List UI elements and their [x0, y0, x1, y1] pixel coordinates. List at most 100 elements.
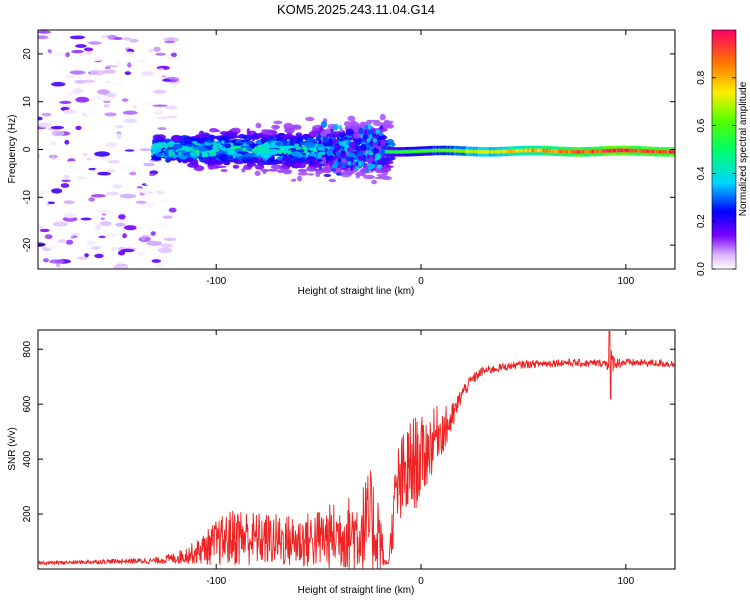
- heatmap-cell: [283, 122, 294, 130]
- heatmap-cell: [347, 152, 356, 157]
- bottom-y-axis-label: SNR (v/v): [7, 427, 18, 470]
- x-tick-label: -100: [206, 576, 226, 587]
- top-y-ticks: -20 -10 0 10 20: [22, 48, 675, 252]
- heatmap-cell: [316, 143, 324, 148]
- heatmap-cell: [64, 139, 70, 145]
- heatmap-cell: [167, 56, 175, 59]
- heatmap-cell: [49, 259, 65, 264]
- bottom-y-ticks: 200 400 600 800: [22, 340, 675, 522]
- heatmap-cell: [69, 167, 84, 172]
- heatmap-cell: [85, 240, 96, 246]
- heatmap-cell: [38, 143, 43, 146]
- heatmap-cell: [91, 246, 101, 250]
- heatmap-cell: [83, 79, 95, 84]
- heatmap-cell: [252, 148, 257, 153]
- heatmap-cell: [305, 151, 309, 158]
- heatmap-cell: [283, 160, 295, 167]
- heatmap-cell: [212, 141, 218, 148]
- heatmap-cell: [170, 135, 182, 142]
- heatmap-cell: [136, 150, 147, 154]
- heatmap-cell: [67, 62, 72, 69]
- heatmap-cell: [205, 161, 217, 165]
- heatmap-cell: [80, 217, 92, 221]
- heatmap-cell: [354, 172, 366, 176]
- heatmap-cell: [358, 128, 364, 135]
- heatmap-cell: [150, 231, 156, 236]
- heatmap-cell: [60, 183, 70, 188]
- heatmap-cell: [53, 52, 70, 57]
- top-x-ticks: -100 0 100: [206, 30, 635, 287]
- heatmap-cell: [156, 218, 164, 224]
- heatmap-cell: [365, 169, 369, 173]
- heatmap-cell: [332, 123, 339, 131]
- heatmap-cell: [381, 123, 388, 128]
- heatmap-cell: [249, 143, 259, 147]
- heatmap-cell: [379, 113, 386, 121]
- heatmap-cell: [275, 141, 282, 146]
- heatmap-cell: [101, 96, 115, 102]
- y-tick-label: 400: [22, 450, 33, 467]
- heatmap-cell: [275, 160, 283, 164]
- heatmap-cell: [379, 148, 387, 156]
- heatmap-cell: [308, 132, 319, 137]
- heatmap-cell: [261, 136, 268, 142]
- heatmap-cell: [152, 264, 165, 268]
- heatmap-cell: [167, 115, 178, 119]
- heatmap-cell: [224, 143, 231, 149]
- heatmap-cell: [169, 140, 174, 145]
- heatmap-cell: [201, 151, 208, 157]
- heatmap-cell: [88, 57, 103, 62]
- heatmap-cell: [309, 161, 318, 166]
- heatmap-cell: [94, 151, 111, 157]
- heatmap-cell: [95, 224, 101, 230]
- heatmap-cell: [257, 160, 266, 166]
- colorbar-tick-label: 0.0: [696, 262, 707, 276]
- heatmap-cell: [123, 225, 137, 231]
- snr-panel: -100 0 100 200 400 600 800 Height of straight…: [7, 329, 676, 596]
- y-tick-label: -20: [22, 237, 33, 252]
- heatmap-cell: [378, 145, 383, 149]
- heatmap-cell: [116, 261, 125, 265]
- heatmap-cell: [152, 104, 168, 107]
- heatmap-cell: [279, 146, 283, 152]
- heatmap-cell: [124, 71, 131, 75]
- heatmap-cell: [99, 220, 112, 227]
- heatmap-cell: [369, 135, 373, 139]
- heatmap-cell: [104, 66, 111, 70]
- heatmap-cell: [155, 109, 163, 116]
- colorbar: 0.0 0.2 0.4 0.6 0.8 Normalized spectral ampl…: [696, 29, 749, 276]
- heatmap-cell: [204, 156, 216, 160]
- heatmap-cell: [223, 140, 233, 143]
- heatmap-cell: [329, 131, 333, 139]
- colorbar-gradient: [711, 29, 737, 270]
- heatmap-cell: [40, 139, 45, 143]
- heatmap-cell: [261, 129, 271, 132]
- heatmap-cell: [308, 173, 315, 176]
- heatmap-cell: [83, 47, 94, 52]
- heatmap-cell: [139, 148, 151, 152]
- x-tick-label: 100: [617, 276, 634, 287]
- heatmap-cell: [245, 158, 253, 163]
- heatmap-cell: [365, 150, 369, 154]
- heatmap-cell: [319, 131, 328, 137]
- heatmap-cell: [381, 165, 392, 173]
- heatmap-cell: [43, 251, 49, 256]
- heatmap-cell: [222, 159, 230, 166]
- heatmap-cell: [75, 44, 87, 48]
- heatmap-cell: [140, 190, 150, 195]
- heatmap-cell: [83, 110, 97, 116]
- heatmap-cell: [38, 190, 49, 195]
- heatmap-cell: [164, 40, 176, 44]
- heatmap-cell: [189, 151, 196, 157]
- heatmap-cell: [71, 49, 84, 54]
- heatmap-cell: [86, 157, 92, 161]
- x-tick-label: 100: [617, 576, 634, 587]
- heatmap-cell: [126, 98, 141, 104]
- heatmap-cell: [264, 162, 273, 166]
- heatmap-cell: [74, 79, 87, 84]
- heatmap-cell: [172, 143, 183, 150]
- heatmap-cell: [122, 110, 138, 115]
- heatmap-cell: [151, 259, 161, 263]
- heatmap-cell: [135, 251, 147, 256]
